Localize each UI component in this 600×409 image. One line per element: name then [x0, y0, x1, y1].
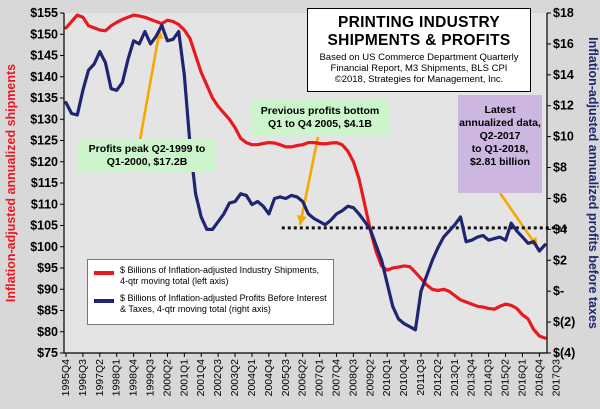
annotation-previous-bottom: Previous profits bottom Q1 to Q4 2005, $…	[251, 100, 389, 136]
y-tick-label-left: $125	[30, 134, 58, 148]
y-tick-label-right: $-	[553, 284, 564, 298]
legend-entry-profits: $ Billions of Inflation-adjusted Profits…	[94, 293, 329, 321]
y-tick-label-left: $110	[31, 197, 58, 211]
arrow-previous-bottom	[298, 136, 320, 226]
x-tick-label: 2009Q2	[364, 359, 376, 397]
arrow-profits-peak	[138, 29, 162, 141]
x-tick-label: 2001Q4	[195, 359, 207, 397]
x-tick-label: 2001Q1	[178, 359, 190, 397]
annotation-latest-line-3: Q2-2017	[479, 130, 521, 142]
series-line-shipments	[64, 13, 547, 340]
x-tick-label: 2015Q2	[500, 359, 512, 397]
x-tick-label: 1995Q4	[60, 359, 72, 397]
annotation-previous-bottom-line-1: Previous profits bottom	[260, 105, 380, 117]
x-tick-label: 2008Q3	[347, 359, 359, 397]
y-tick-label-left: $85	[37, 304, 58, 318]
y-tick-label-right: $2	[553, 253, 567, 267]
chart-title-line-2: SHIPMENTS & PROFITS	[327, 32, 511, 49]
y-tick-label-left: $120	[30, 155, 58, 169]
annotation-latest-line-5: $2.81 billion	[469, 156, 531, 168]
annotation-profits-peak-line-2: Q1-2000, $17.2B	[106, 156, 188, 168]
x-tick-label: 2005Q3	[280, 359, 292, 397]
y-tick-label-left: $140	[30, 70, 58, 84]
subtitle-line-3: ©2018, Strategies for Management, Inc.	[334, 74, 504, 85]
chart-title-line-1: PRINTING INDUSTRY	[337, 14, 501, 31]
y-tick-label-left: $150	[30, 27, 58, 41]
y-tick-label-right: $12	[553, 99, 574, 113]
y-tick-label-right: $(4)	[553, 346, 575, 360]
x-tick-label: 2003Q2	[229, 359, 241, 397]
annotation-profits-peak: Profits peak Q2-1999 to Q1-2000, $17.2B	[78, 139, 216, 172]
x-tick-label: 2004Q4	[263, 359, 275, 397]
x-tick-label: 2000Q2	[161, 359, 173, 397]
axes: $75 $80 $85 $90 $95 $100 $105 $110 $115 $120 $125 $…	[30, 6, 575, 396]
annotation-latest-line-4: to Q1-2018,	[471, 143, 529, 155]
x-tick-label: 1999Q3	[145, 359, 157, 397]
arrow-latest-data	[498, 192, 539, 248]
legend-label-profits: $ Billions of Inflation-adjusted Profits…	[120, 293, 327, 314]
x-tick-label: 2007Q4	[330, 359, 342, 397]
y-tick-label-left: $100	[30, 240, 58, 254]
y-tick-label-right: $10	[553, 130, 574, 144]
annotation-latest-data: Latest annualized data, Q2-2017 to Q1-20…	[458, 95, 542, 193]
x-tick-label: 2012Q2	[432, 359, 444, 397]
x-tick-label: 2006Q2	[297, 359, 309, 397]
arrow-previous-bottom-head	[296, 214, 307, 225]
y-tick-label-left: $90	[37, 282, 58, 296]
x-tick-label: 2011Q3	[415, 359, 427, 396]
annotation-previous-bottom-line-2: Q1 to Q4 2005, $4.1B	[268, 118, 372, 130]
subtitle-line-1: Based on US Commerce Department Quarterl…	[319, 52, 519, 63]
x-tick-label: 2013Q4	[466, 359, 478, 397]
y-tick-label-left: $75	[37, 346, 58, 360]
x-tick-label: 2017Q3	[550, 359, 562, 397]
y-tick-label-left: $135	[30, 91, 58, 105]
x-tick-label: 1997Q2	[94, 359, 106, 397]
x-tick-label: 2010Q4	[398, 359, 410, 397]
x-tick-label: 2014Q3	[483, 359, 495, 397]
subtitle-line-2: Financial Report, M3 Shipments, BLS CPI	[330, 63, 508, 74]
annotation-latest-line-2: annualized data,	[459, 117, 541, 129]
x-tick-label: 2010Q1	[381, 359, 393, 397]
x-tick-label: 1998Q4	[128, 359, 140, 397]
x-tick-label: 2002Q3	[212, 359, 224, 397]
x-tick-label: 2007Q1	[314, 359, 326, 397]
x-tick-label: 1998Q1	[111, 359, 123, 397]
legend: $ Billions of Inflation-adjusted Industr…	[87, 259, 334, 325]
legend-label-shipments: $ Billions of Inflation-adjusted Industr…	[120, 265, 320, 286]
annotation-profits-peak-line-1: Profits peak Q2-1999 to	[88, 143, 206, 155]
y-tick-label-right: $14	[553, 68, 574, 82]
y-tick-label-right: $18	[553, 6, 574, 20]
y-tick-label-right: $8	[553, 161, 567, 175]
annotation-latest-line-1: Latest	[484, 104, 516, 116]
y-tick-label-left: $80	[37, 325, 58, 339]
y-tick-label-right: $(2)	[553, 315, 575, 329]
y-tick-label-left: $130	[30, 112, 58, 126]
y-tick-label-left: $155	[30, 6, 58, 20]
x-tick-label: 2004Q1	[246, 359, 258, 397]
x-tick-label: 2016Q1	[516, 359, 528, 397]
y-axis-label-right: Inflation-adjusted annualized profits be…	[586, 37, 600, 329]
y-tick-label-right: $16	[553, 37, 574, 51]
y-tick-label-left: $145	[30, 49, 58, 63]
y-tick-label-left: $115	[31, 176, 58, 190]
title-box: PRINTING INDUSTRY SHIPMENTS & PROFITS Ba…	[307, 8, 531, 92]
y-tick-label-right: $6	[553, 191, 567, 205]
series-lines	[64, 13, 547, 340]
legend-swatch-shipments	[94, 271, 114, 275]
y-axis-label-left: Inflation-adjusted annualized shipments	[4, 64, 18, 302]
y-tick-label-left: $95	[37, 261, 58, 275]
x-tick-label: 2016Q4	[533, 359, 545, 397]
legend-swatch-profits	[94, 299, 114, 303]
legend-entry-shipments: $ Billions of Inflation-adjusted Industr…	[94, 265, 329, 293]
y-tick-label-left: $105	[30, 219, 58, 233]
y-tick-label-right: $4	[553, 222, 567, 236]
x-tick-label: 1996Q3	[77, 359, 89, 397]
x-tick-label: 2013Q1	[449, 359, 461, 397]
series-line-profits	[64, 23, 547, 332]
